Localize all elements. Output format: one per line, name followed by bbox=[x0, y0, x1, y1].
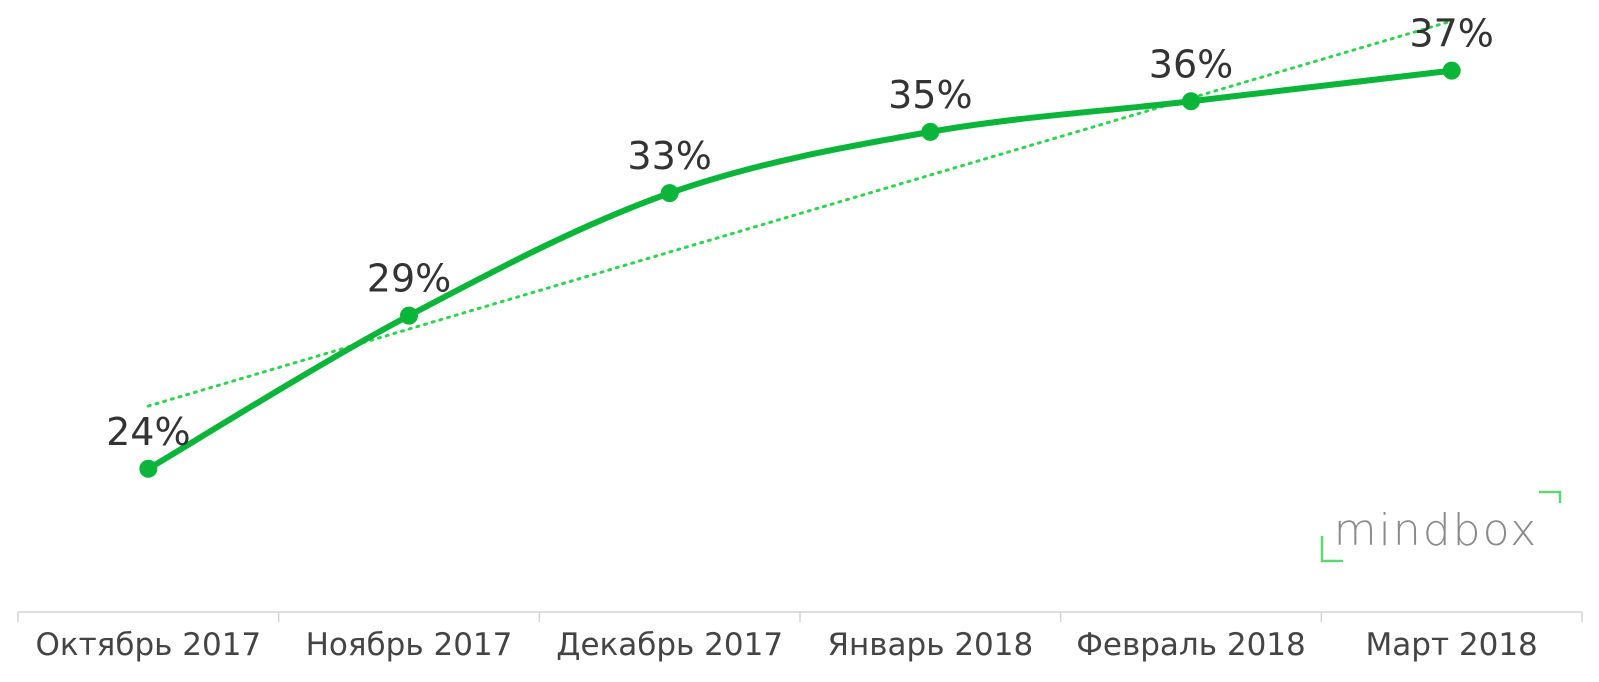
x-tick-label: Декабрь 2017 bbox=[556, 627, 783, 663]
data-points bbox=[139, 61, 1461, 478]
data-label: 24% bbox=[106, 410, 190, 454]
data-point bbox=[921, 122, 940, 141]
data-label: 35% bbox=[888, 73, 972, 117]
x-tick-labels: Октябрь 2017 Ноябрь 2017 Декабрь 2017 Январ… bbox=[36, 627, 1538, 663]
trendline-layer bbox=[146, 19, 1454, 408]
logo-corner-bracket-bottom-left bbox=[1320, 536, 1343, 563]
data-label: 33% bbox=[627, 134, 711, 178]
data-point bbox=[1442, 61, 1461, 80]
x-tick-label: Март 2018 bbox=[1366, 627, 1538, 663]
logo-text: mindbox bbox=[1334, 505, 1538, 556]
mindbox-logo: mindbox bbox=[1320, 490, 1562, 563]
logo-corner-bracket-top-right bbox=[1539, 490, 1562, 503]
data-point bbox=[139, 459, 158, 478]
x-tick-label: Октябрь 2017 bbox=[36, 627, 262, 663]
x-tick-label: Ноябрь 2017 bbox=[306, 627, 513, 663]
data-point bbox=[660, 184, 679, 203]
data-point bbox=[1182, 92, 1200, 111]
data-labels: 24% 29% 33% 35% 36% 37% bbox=[106, 12, 1494, 454]
data-point bbox=[400, 306, 418, 325]
series-line-layer bbox=[145, 67, 1455, 472]
x-axis bbox=[17, 611, 1583, 622]
x-tick-label: Январь 2018 bbox=[827, 627, 1033, 663]
data-label: 37% bbox=[1409, 12, 1493, 56]
data-label: 29% bbox=[367, 257, 451, 301]
data-label: 36% bbox=[1149, 42, 1233, 86]
trendline bbox=[146, 19, 1454, 408]
x-tick-label: Февраль 2018 bbox=[1076, 627, 1306, 663]
series-line bbox=[145, 67, 1455, 472]
